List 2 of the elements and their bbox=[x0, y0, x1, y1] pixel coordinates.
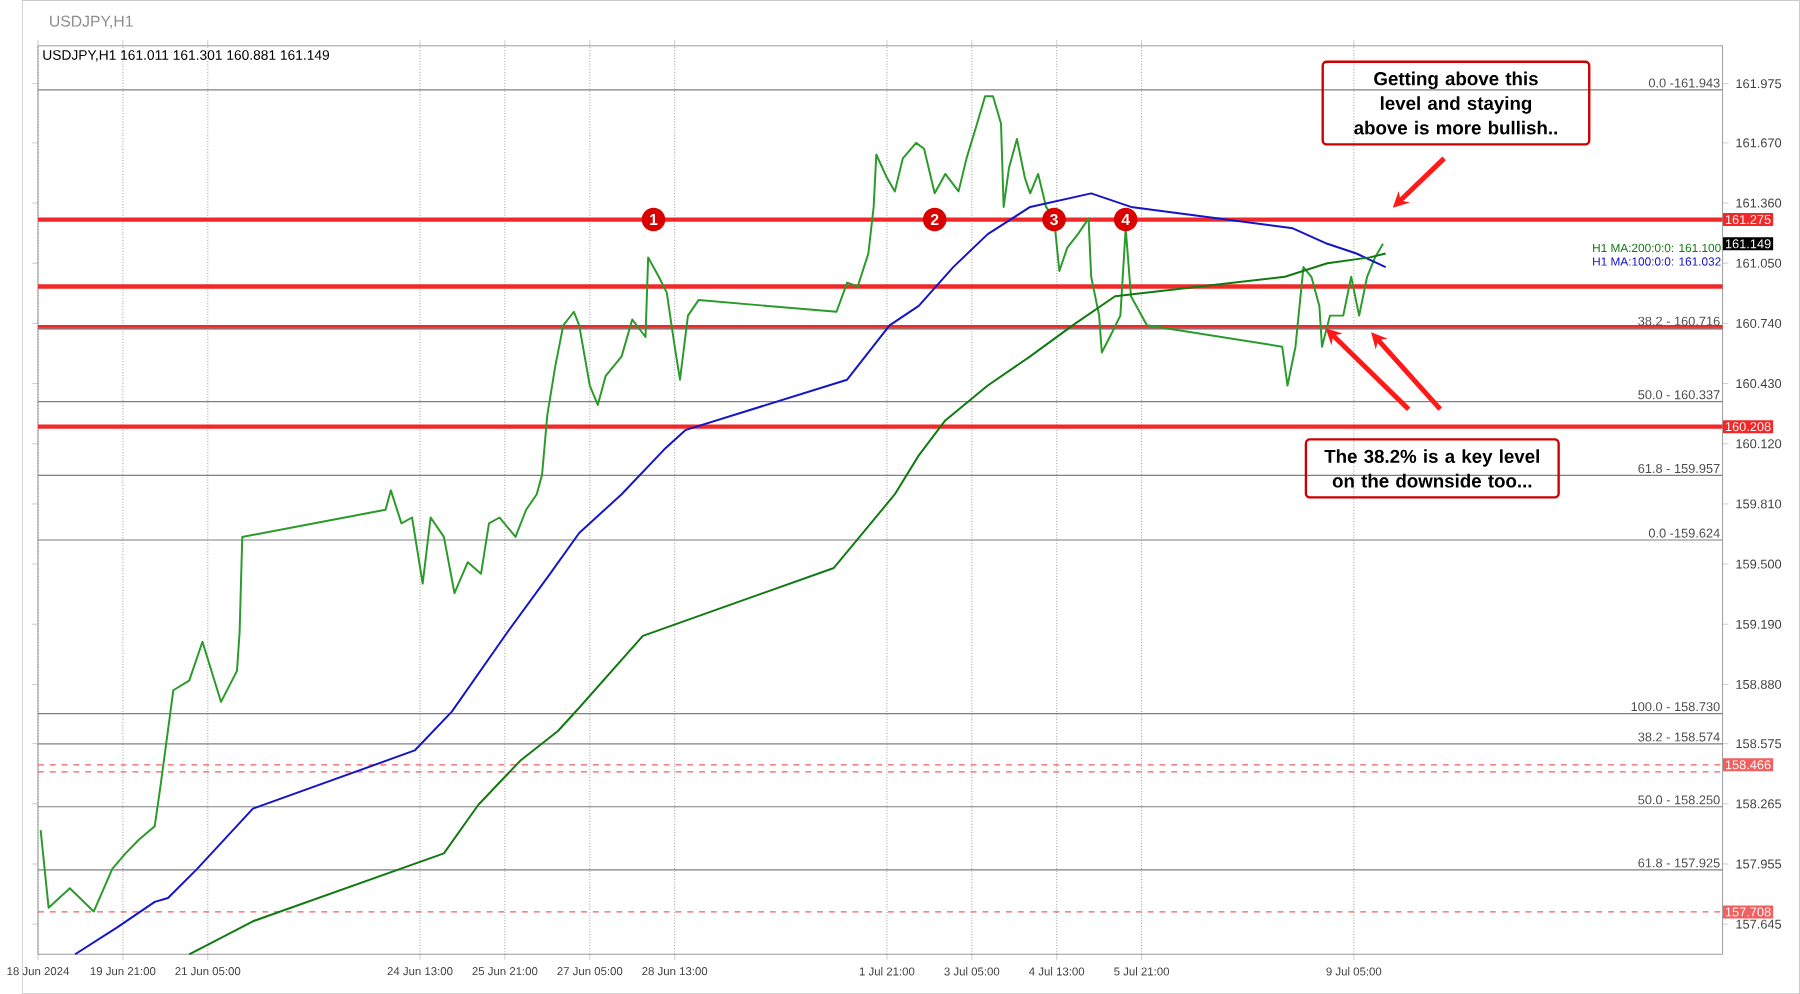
annotation: Getting above this level and staying above is more bullish.. bbox=[1354, 71, 1557, 135]
annotation: The 38.2% is a key level on the downside too... bbox=[1324, 449, 1539, 488]
